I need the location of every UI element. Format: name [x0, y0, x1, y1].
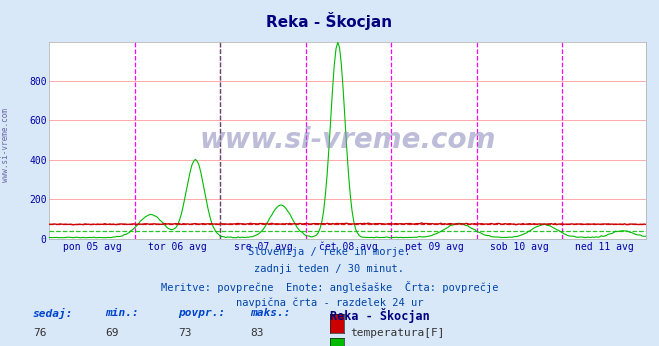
Text: min.:: min.: [105, 308, 139, 318]
Text: Meritve: povprečne  Enote: anglešaške  Črta: povprečje: Meritve: povprečne Enote: anglešaške Črt… [161, 281, 498, 293]
Text: www.si-vreme.com: www.si-vreme.com [1, 108, 10, 182]
Text: 69: 69 [105, 328, 119, 338]
Text: povpr.:: povpr.: [178, 308, 225, 318]
Text: Reka - Škocjan: Reka - Škocjan [330, 308, 429, 323]
Text: zadnji teden / 30 minut.: zadnji teden / 30 minut. [254, 264, 405, 274]
Text: Reka - Škocjan: Reka - Škocjan [266, 12, 393, 30]
Text: 83: 83 [250, 328, 264, 338]
Text: maks.:: maks.: [250, 308, 291, 318]
Text: 73: 73 [178, 328, 191, 338]
Text: sedaj:: sedaj: [33, 308, 73, 319]
Text: temperatura[F]: temperatura[F] [351, 328, 445, 338]
Text: navpična črta - razdelek 24 ur: navpična črta - razdelek 24 ur [236, 297, 423, 308]
Text: www.si-vreme.com: www.si-vreme.com [200, 126, 496, 154]
Text: 76: 76 [33, 328, 46, 338]
Text: Slovenija / reke in morje.: Slovenija / reke in morje. [248, 247, 411, 257]
